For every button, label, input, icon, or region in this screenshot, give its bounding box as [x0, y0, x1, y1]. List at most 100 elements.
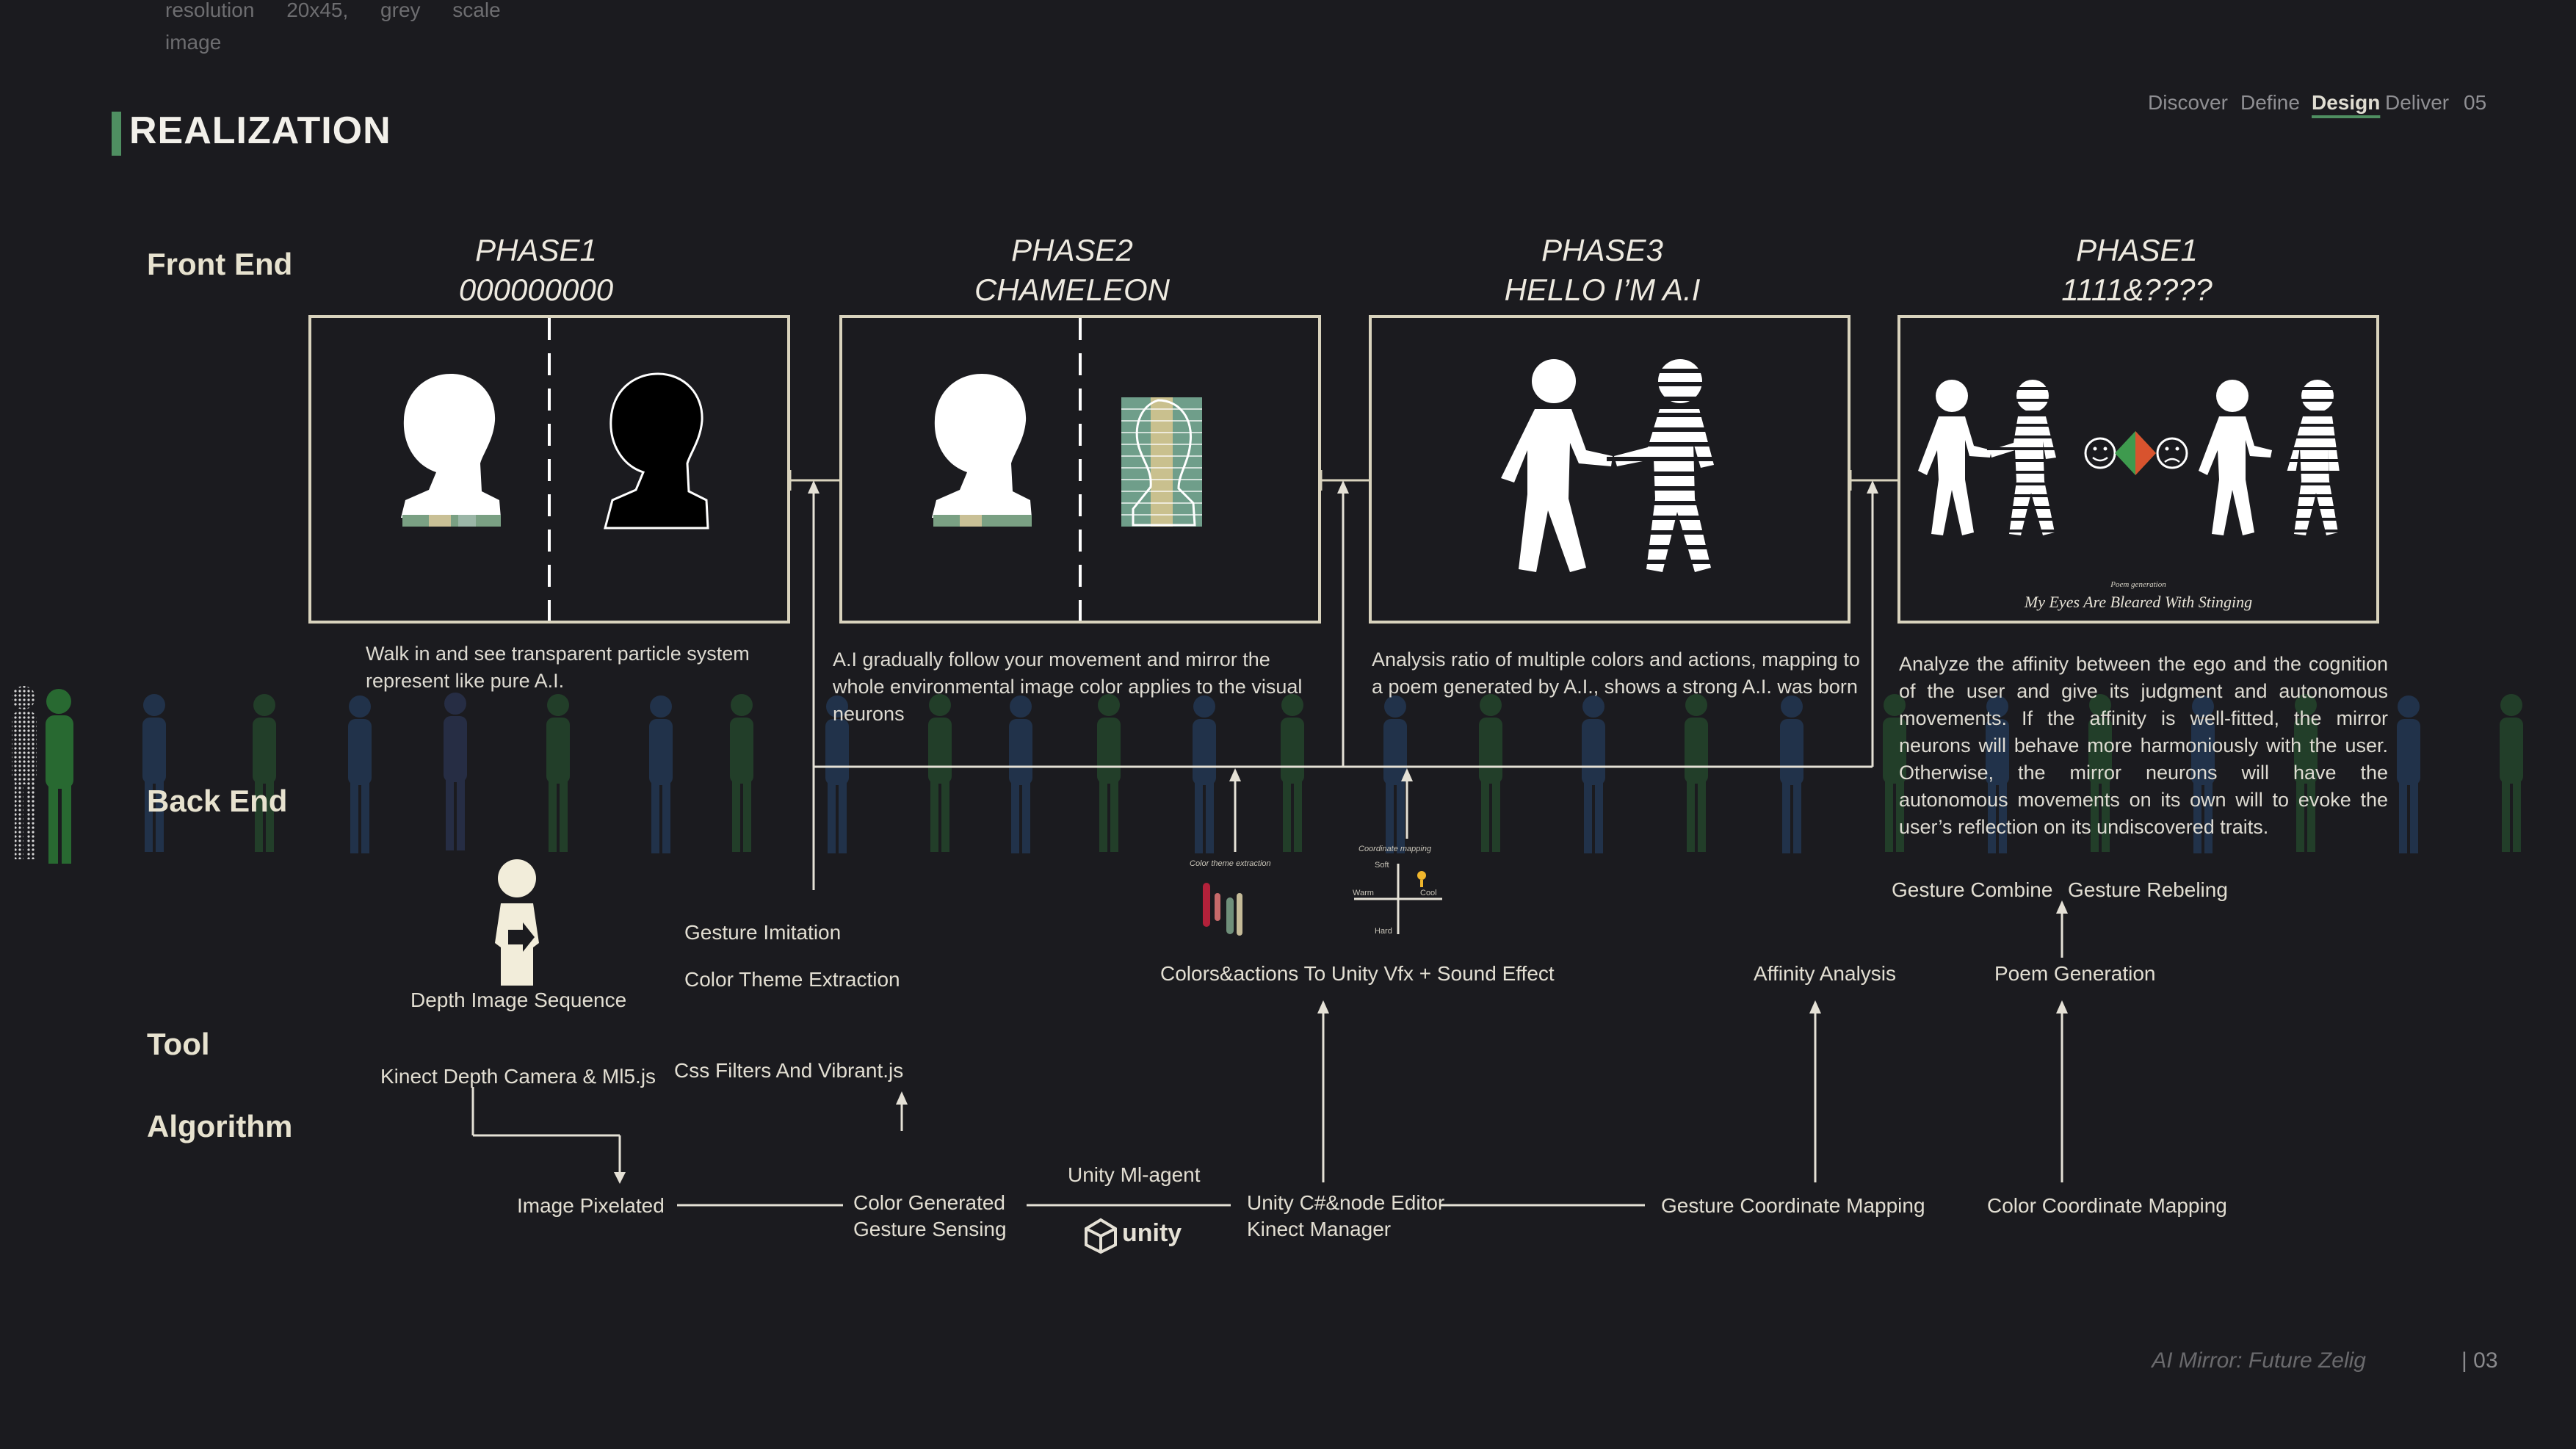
phase-4-heading: PHASE1 1111&????: [1946, 231, 2328, 310]
poem-generation-label: Poem Generation: [1994, 962, 2156, 985]
white-person-icon: [1918, 380, 1991, 535]
poem-title: My Eyes Are Bleared With Stinging: [2024, 593, 2253, 611]
phase-title: PHASE2: [1011, 233, 1133, 267]
coordinate-mapping-caption: Coordinate mapping: [1358, 845, 1432, 853]
gesture-coordinate-mapping-label: Gesture Coordinate Mapping: [1661, 1194, 1925, 1217]
unity-editor-label: Unity C#&node Editor: [1247, 1191, 1445, 1214]
coord-hard-label: Hard: [1375, 927, 1392, 936]
particle-figure: [2294, 694, 2318, 852]
striped-person-icon: [1987, 380, 2062, 535]
phase-1-illustration: [401, 318, 709, 621]
particle-figure: [730, 694, 753, 852]
phase-title: PHASE1: [475, 233, 597, 267]
phase-subtitle: 000000000: [458, 272, 614, 307]
phase-4-description: Analyze the affinity between the ego and…: [1899, 653, 2388, 838]
particle-figure: [444, 693, 467, 850]
depth-image-sequence-label: Depth Image Sequence: [410, 989, 627, 1011]
section-title: REALIZATION: [129, 109, 391, 152]
particle-figure: [546, 694, 570, 852]
color-theme-bars-icon: [1203, 883, 1242, 936]
unity-logo-icon: [1085, 1218, 1117, 1254]
nav-design[interactable]: Design: [2312, 91, 2381, 114]
image-pixelated-label: Image Pixelated: [517, 1194, 665, 1217]
phase-subtitle: 1111&????: [2061, 272, 2213, 307]
color-generated-gesture-sensing: Color Generated Gesture Sensing: [853, 1190, 1007, 1243]
kinect-tool-label: Kinect Depth Camera & Ml5.js: [380, 1065, 656, 1088]
phase-title: PHASE1: [2076, 233, 2198, 267]
phase-3-description: Analysis ratio of multiple colors and ac…: [1372, 648, 1860, 698]
phase-1-heading: PHASE1 000000000: [345, 231, 727, 310]
footer-project-name: AI Mirror: Future Zelig: [2152, 1348, 2366, 1373]
phase-3-heading: PHASE3 HELLO I’M A.I: [1411, 231, 1793, 310]
black-head-icon: [604, 372, 709, 530]
color-generated-label: Color Generated: [853, 1191, 1006, 1214]
particle-figure: [649, 695, 673, 853]
particle-figure: [2397, 695, 2420, 853]
particle-figure-white: [12, 686, 37, 859]
coord-warm-label: Warm: [1353, 889, 1374, 897]
phase-2-description: A.I gradually follow your movement and m…: [833, 648, 1303, 725]
phase-1-description: Walk in and see transparent particle sys…: [366, 643, 750, 692]
gesture-imitation-label: Gesture Imitation: [684, 921, 842, 944]
row-label-back-end: Back End: [147, 784, 288, 818]
particle-figure: [142, 694, 166, 852]
coord-soft-label: Soft: [1375, 861, 1389, 870]
color-coordinate-mapping-label: Color Coordinate Mapping: [1987, 1194, 2227, 1217]
particle-figure: [1009, 695, 1032, 853]
white-person-icon: [2199, 380, 2272, 535]
white-head-icon: [401, 374, 501, 527]
striped-color-head-icon: [1121, 397, 1202, 527]
phase-4-panel: Poem generation My Eyes Are Bleared With…: [1897, 315, 2379, 624]
particle-figure: [2088, 694, 2112, 852]
unity-ml-agent-label: Unity Ml-agent: [1068, 1163, 1201, 1186]
particle-figure: [348, 695, 372, 853]
phase-subtitle: CHAMELEON: [974, 272, 1171, 307]
striped-person-icon: [1607, 359, 1724, 572]
poem-caption: Poem generation: [2110, 580, 2166, 589]
unity-editor-kinect-manager: Unity C#&node Editor Kinect Manager: [1247, 1190, 1444, 1243]
nav-deliver[interactable]: Deliver: [2385, 91, 2450, 114]
particle-figure: [253, 694, 276, 852]
phase-3-panel: [1369, 315, 1850, 624]
phase-4-illustration: [1918, 380, 2348, 535]
color-theme-caption: Color theme extraction: [1190, 859, 1271, 868]
particle-figure-green: [46, 689, 73, 864]
color-diamond-icon: [2115, 431, 2156, 475]
footer-page-number: | 03: [2461, 1348, 2498, 1373]
particle-figure: [2500, 694, 2523, 852]
gesture-sensing-label: Gesture Sensing: [853, 1218, 1007, 1240]
phase-1-panel: [308, 315, 790, 624]
title-accent-bar: [112, 112, 121, 156]
particle-figure: [1883, 694, 1906, 852]
phase-2-heading: PHASE2 CHAMELEON: [881, 231, 1263, 310]
nav-discover[interactable]: Discover: [2148, 91, 2228, 114]
nav-define[interactable]: Define: [2240, 91, 2300, 114]
nav-page-number: 05: [2464, 91, 2487, 114]
phase-2-panel: [839, 315, 1321, 624]
sad-face-icon: [2156, 437, 2188, 469]
particle-figure: [1780, 695, 1803, 853]
particle-figure: [1986, 695, 2009, 853]
phase-subtitle: HELLO I’M A.I: [1504, 272, 1701, 307]
row-label-tool: Tool: [147, 1027, 210, 1061]
color-theme-extraction-label: Color Theme Extraction: [684, 968, 900, 991]
white-person-icon: [1501, 359, 1613, 572]
phase-title: PHASE3: [1541, 233, 1663, 267]
row-label-algorithm: Algorithm: [147, 1109, 293, 1143]
kinect-manager-label: Kinect Manager: [1247, 1218, 1392, 1240]
coord-cool-label: Cool: [1420, 889, 1437, 897]
css-filters-tool-label: Css Filters And Vibrant.js: [674, 1059, 904, 1082]
coordinate-axes-icon: [1354, 864, 1442, 934]
particle-figure: [2191, 695, 2215, 853]
unity-logo-text: unity: [1122, 1219, 1182, 1247]
person-depth-icon: [495, 859, 539, 986]
gesture-combine-label: Gesture Combine: [1892, 878, 2053, 901]
white-head-icon: [932, 374, 1032, 527]
particle-figure: [825, 695, 849, 853]
particle-figure: [1383, 695, 1407, 853]
phase-2-illustration: [932, 318, 1202, 621]
particle-figure: [1582, 695, 1605, 853]
colors-actions-label: Colors&actions To Unity Vfx + Sound Effe…: [1160, 962, 1555, 985]
particle-figure: [1193, 695, 1216, 853]
